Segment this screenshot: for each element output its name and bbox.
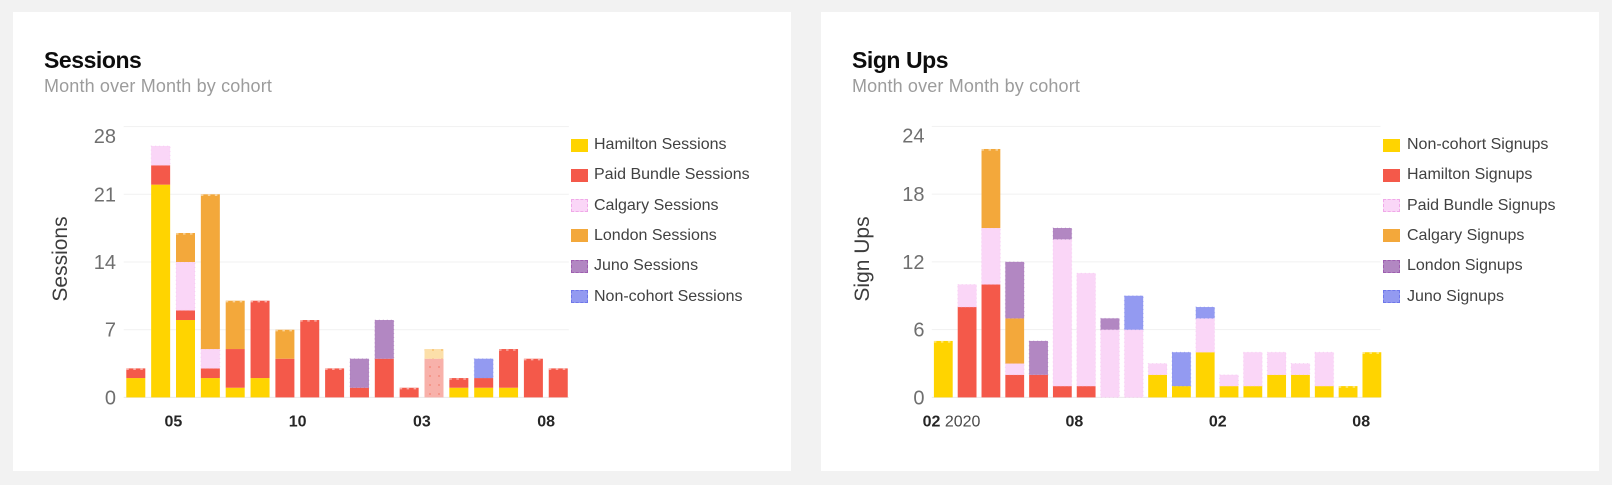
svg-text:08: 08 xyxy=(1352,413,1370,430)
svg-text:Sessions: Sessions xyxy=(49,216,72,301)
svg-text:7: 7 xyxy=(105,320,116,342)
svg-text:08: 08 xyxy=(537,413,555,430)
svg-text:02: 02 xyxy=(1209,413,1227,430)
svg-text:10: 10 xyxy=(289,413,307,430)
svg-text:6: 6 xyxy=(913,320,924,342)
svg-text:14: 14 xyxy=(94,252,116,274)
svg-text:12: 12 xyxy=(902,252,924,274)
svg-text:03: 03 xyxy=(413,413,431,430)
svg-text:0: 0 xyxy=(913,387,924,409)
svg-text:18: 18 xyxy=(902,184,924,206)
svg-text:28: 28 xyxy=(94,126,116,148)
svg-text:Sign Ups: Sign Ups xyxy=(851,216,874,301)
svg-text:21: 21 xyxy=(94,184,116,206)
svg-text:02 2020: 02 2020 xyxy=(923,413,981,430)
svg-text:24: 24 xyxy=(902,126,924,148)
svg-text:08: 08 xyxy=(1066,413,1084,430)
svg-text:0: 0 xyxy=(105,387,116,409)
svg-text:05: 05 xyxy=(165,413,183,430)
